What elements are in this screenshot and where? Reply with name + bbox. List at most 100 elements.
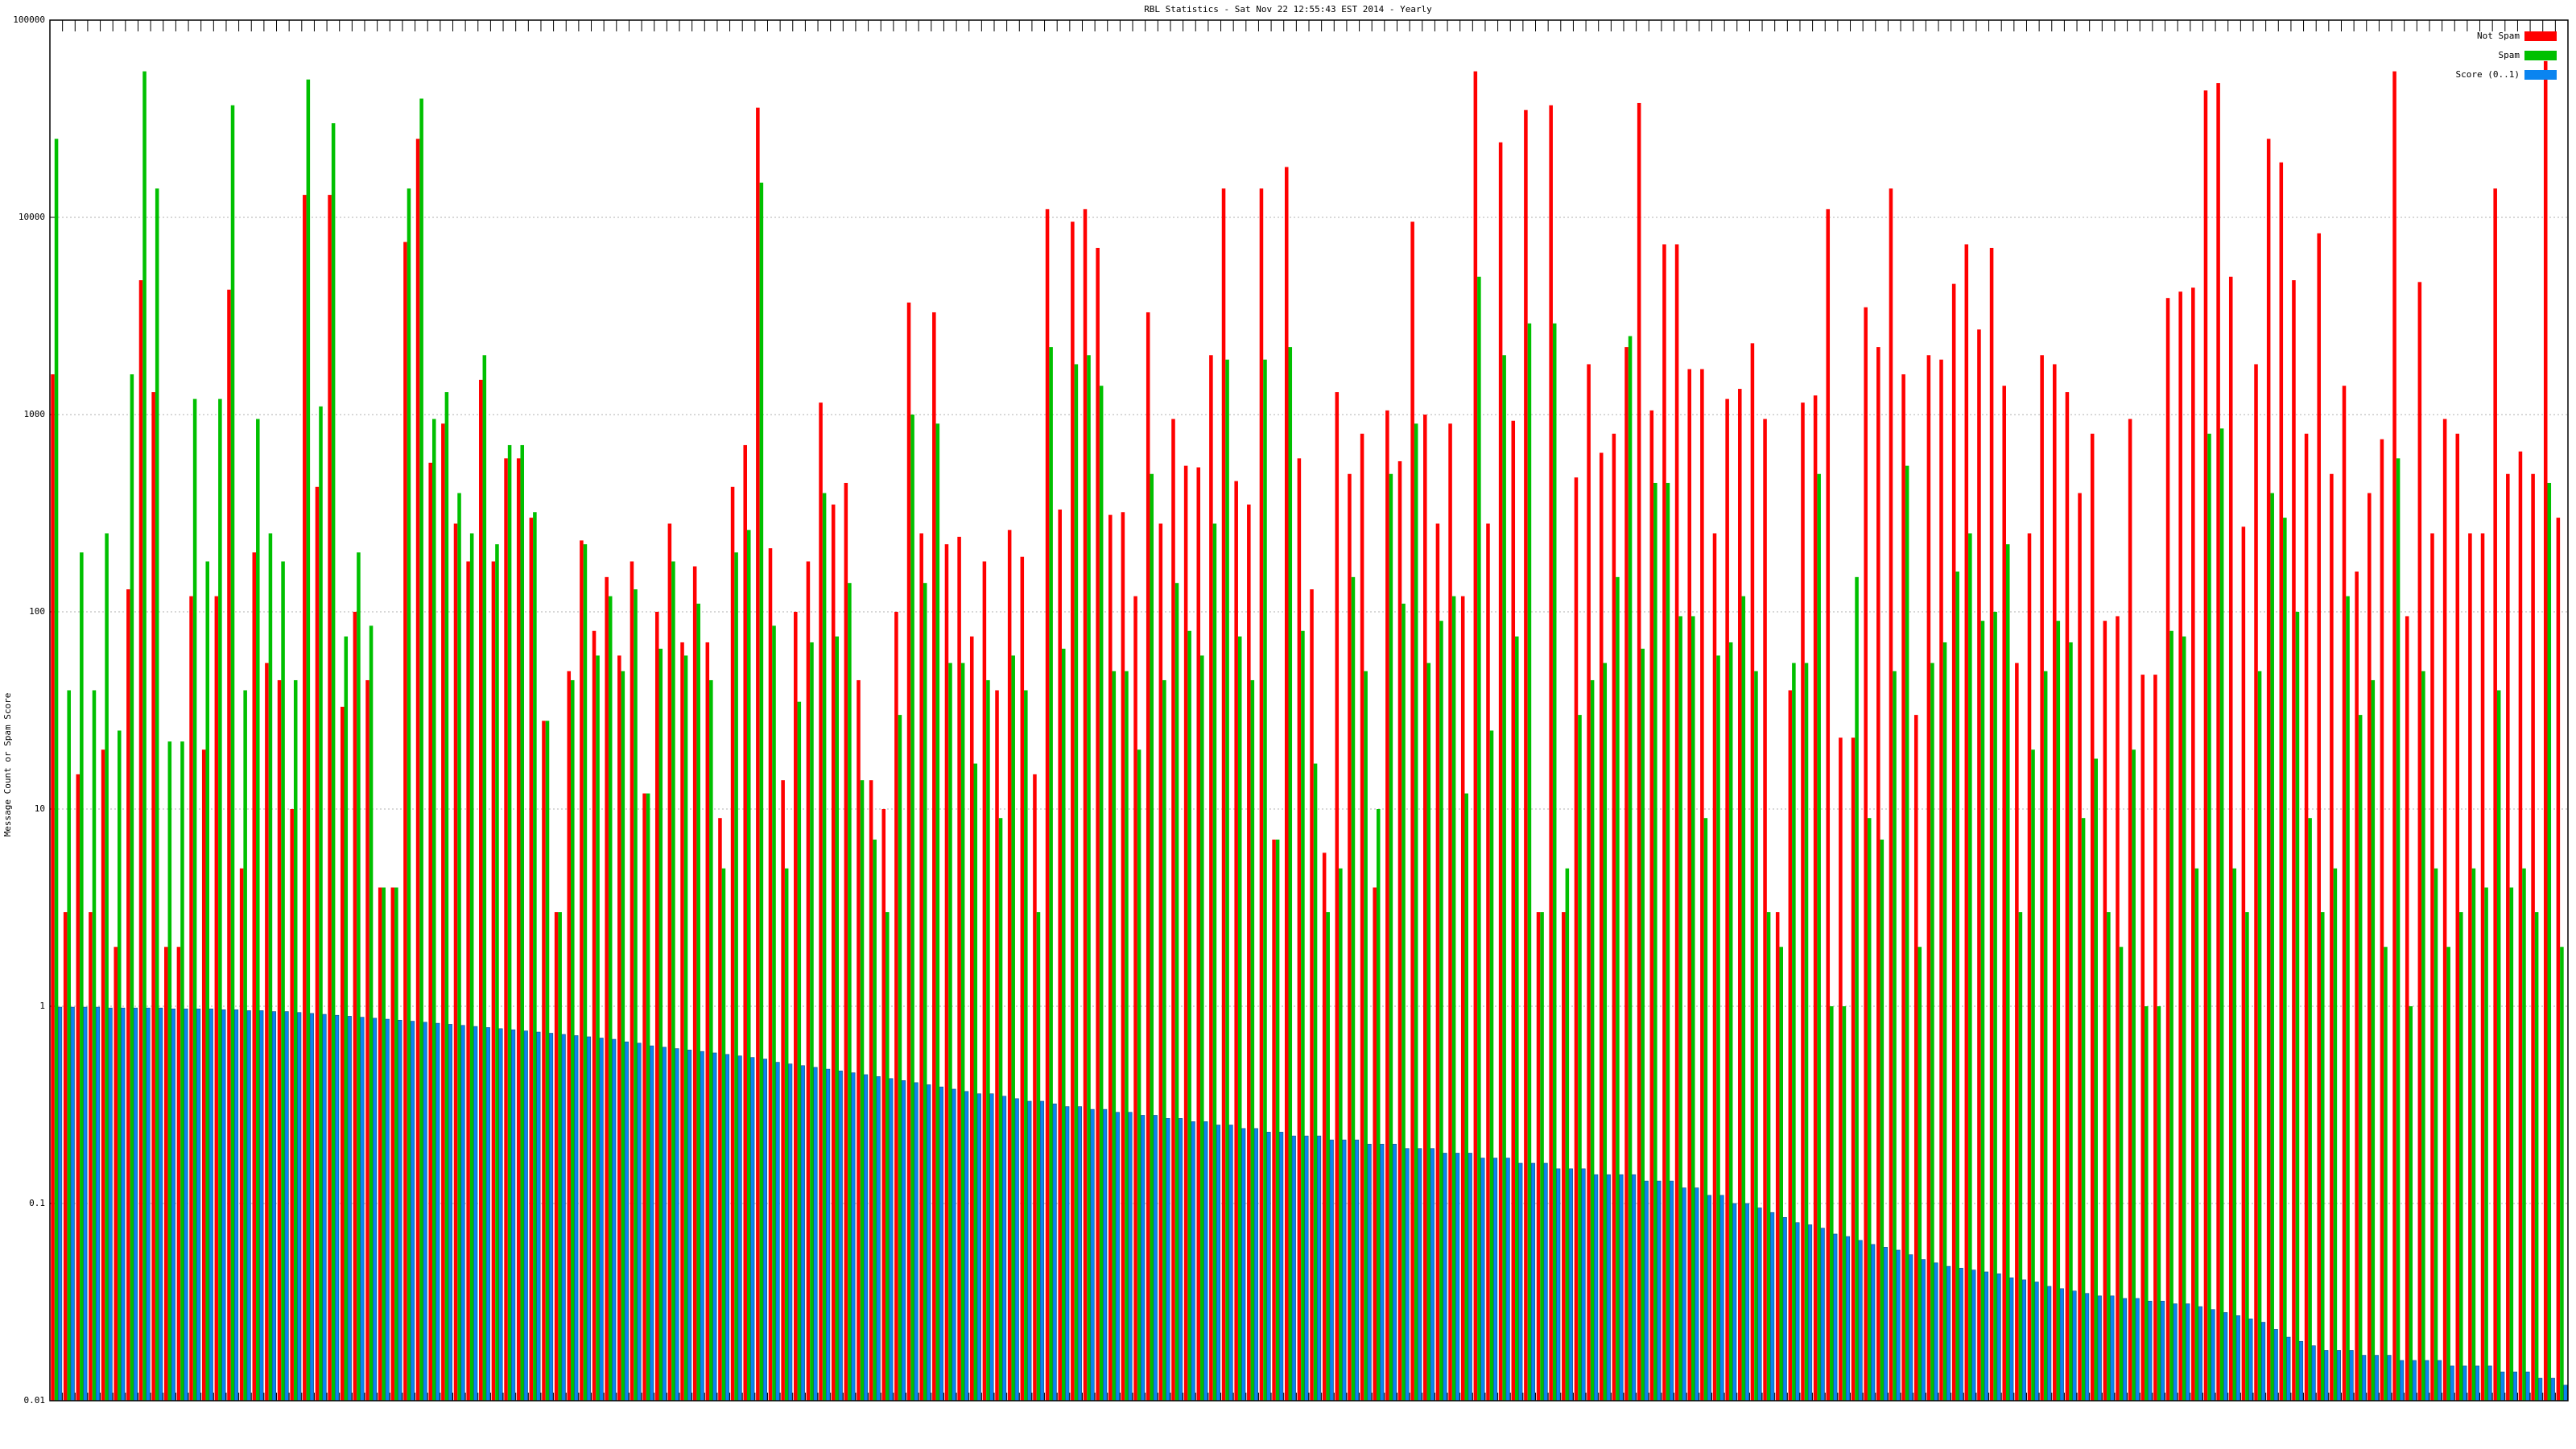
bar xyxy=(675,1048,679,1402)
bar xyxy=(2384,947,2388,1401)
bar xyxy=(948,663,952,1401)
bar xyxy=(762,1059,767,1402)
bar xyxy=(621,671,625,1401)
bar xyxy=(574,1035,579,1402)
bar xyxy=(822,493,827,1401)
bar xyxy=(1492,1158,1498,1402)
bar xyxy=(813,1067,818,1402)
bar xyxy=(667,523,672,1401)
bar xyxy=(1606,1174,1611,1402)
bar xyxy=(775,1062,780,1402)
bar xyxy=(117,730,122,1401)
bar xyxy=(403,242,407,1401)
bar xyxy=(1770,1212,1775,1402)
bar xyxy=(687,1050,692,1402)
legend-label: Not Spam xyxy=(2477,31,2520,41)
bar xyxy=(2286,1336,2291,1402)
bar xyxy=(2223,1312,2228,1402)
bar xyxy=(1468,1153,1472,1402)
bar xyxy=(1896,1249,1901,1402)
bar xyxy=(826,1068,831,1402)
bar xyxy=(218,398,222,1401)
bar xyxy=(2116,616,2120,1401)
bar xyxy=(680,642,684,1401)
bar xyxy=(1820,1228,1825,1402)
bar xyxy=(1813,395,1818,1401)
bar xyxy=(873,839,877,1401)
bar xyxy=(431,419,436,1401)
bar xyxy=(1448,423,1452,1401)
bar xyxy=(208,1008,213,1402)
bar xyxy=(2261,1322,2266,1402)
bar xyxy=(1360,433,1364,1402)
bar xyxy=(1187,630,1191,1401)
bar xyxy=(1137,749,1141,1401)
bar xyxy=(390,887,395,1401)
bar xyxy=(1807,1224,1813,1402)
bar xyxy=(2534,912,2539,1401)
bar xyxy=(2336,1350,2341,1402)
bar xyxy=(2298,1340,2304,1402)
bar xyxy=(328,195,332,1402)
bar xyxy=(768,548,773,1401)
bar xyxy=(322,1013,327,1402)
bar xyxy=(2254,364,2258,1401)
bar xyxy=(2320,912,2325,1401)
bar xyxy=(1058,509,1062,1401)
bar xyxy=(1930,663,1934,1401)
bar xyxy=(1108,514,1113,1401)
bar xyxy=(986,679,990,1401)
bar xyxy=(1682,1187,1686,1402)
bar xyxy=(1712,533,1717,1402)
bar xyxy=(239,868,244,1401)
legend-swatch xyxy=(2524,51,2557,60)
bar xyxy=(1464,793,1469,1401)
bar xyxy=(1385,410,1389,1402)
bar xyxy=(1380,1143,1385,1402)
bar xyxy=(309,1013,314,1402)
bar xyxy=(1071,221,1075,1401)
bar xyxy=(1364,671,1368,1401)
bar xyxy=(2468,533,2472,1402)
bar xyxy=(1212,523,1217,1401)
bar xyxy=(683,655,688,1401)
bar xyxy=(558,912,562,1401)
bar xyxy=(151,392,155,1402)
bar xyxy=(2550,1377,2555,1402)
bar xyxy=(482,355,487,1401)
bar xyxy=(1443,1153,1447,1402)
bar xyxy=(1792,663,1796,1401)
bar xyxy=(586,1036,592,1402)
bar xyxy=(1845,1236,1851,1402)
bar xyxy=(2094,758,2099,1401)
bar xyxy=(2556,518,2561,1402)
bar xyxy=(1209,355,1213,1401)
bar xyxy=(561,1034,566,1402)
bar xyxy=(756,107,760,1401)
bar xyxy=(2475,1365,2480,1402)
bar xyxy=(709,679,713,1401)
bar xyxy=(973,763,978,1401)
bar xyxy=(2324,1350,2329,1402)
bar xyxy=(67,690,71,1401)
bar xyxy=(1775,912,1780,1401)
bar xyxy=(1524,109,1528,1401)
bar xyxy=(932,312,936,1401)
bar xyxy=(2421,671,2425,1401)
bar xyxy=(491,561,496,1401)
bar xyxy=(906,302,911,1402)
bar xyxy=(2194,868,2199,1401)
bar xyxy=(2241,526,2246,1401)
bar xyxy=(1036,912,1041,1401)
bar xyxy=(2107,912,2111,1401)
bar xyxy=(1115,1112,1120,1402)
bar xyxy=(259,1010,264,1402)
bar xyxy=(1020,556,1025,1402)
bar xyxy=(331,123,336,1402)
bar xyxy=(485,1027,490,1402)
bar xyxy=(469,533,474,1402)
bar xyxy=(1624,347,1629,1401)
bar xyxy=(293,679,298,1401)
bar xyxy=(1200,655,1204,1401)
bar xyxy=(1460,596,1465,1401)
